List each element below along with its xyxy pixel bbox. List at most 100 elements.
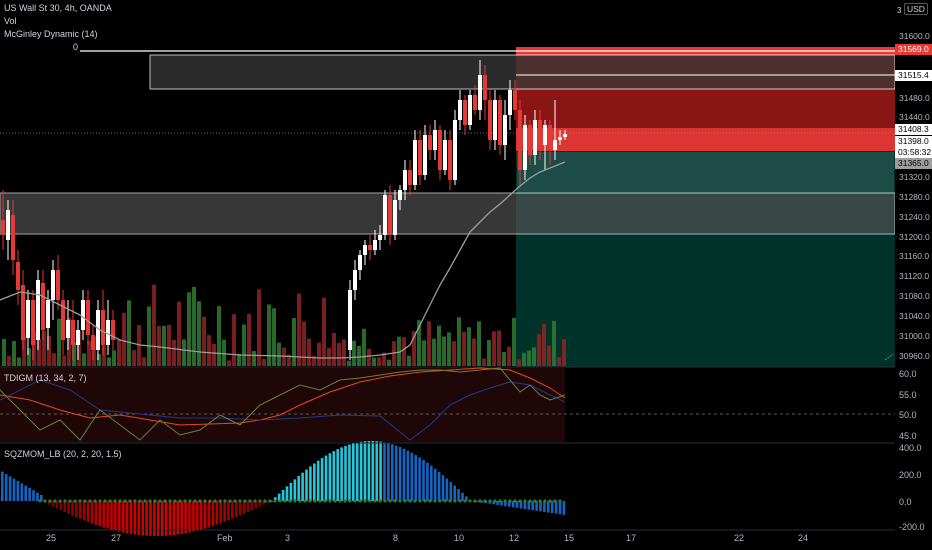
- sqz-dot: [168, 499, 172, 503]
- candle-body: [51, 270, 55, 300]
- time-label: 12: [509, 533, 520, 543]
- volume-bar: [37, 338, 41, 366]
- volume-bar: [157, 325, 161, 366]
- volume-bar: [402, 337, 406, 366]
- sqz-bar: [71, 501, 74, 516]
- sqz-bar: [110, 501, 113, 530]
- time-label: 8: [393, 533, 399, 543]
- volume-bar: [557, 357, 561, 366]
- volume-bar: [407, 355, 411, 366]
- candle-body: [498, 100, 502, 145]
- sqz-bar: [157, 501, 160, 536]
- candle-body: [478, 75, 482, 110]
- sqz-dot: [528, 499, 532, 503]
- volume-bar: [367, 348, 371, 366]
- candle-body: [543, 125, 547, 145]
- volume-bar: [12, 341, 16, 366]
- price-axis[interactable]: [895, 0, 932, 550]
- sqz-bar: [402, 448, 406, 501]
- price-tag-low: 31365.0: [895, 158, 932, 169]
- candle-body: [468, 95, 472, 125]
- sqz-dot: [448, 499, 452, 503]
- sqz-bar: [426, 462, 429, 501]
- vol-label[interactable]: Vol: [4, 16, 17, 26]
- volume-bar: [517, 359, 521, 366]
- sqz-dot: [478, 499, 482, 503]
- price-axis-label: 31200.0: [899, 232, 930, 242]
- volume-bar: [27, 348, 31, 366]
- sqz-bar: [348, 444, 351, 501]
- candle-body: [111, 320, 115, 340]
- candle-body: [458, 100, 462, 120]
- volume-bar: [17, 357, 21, 366]
- volume-bar: [57, 318, 61, 366]
- sqz-bar: [492, 501, 495, 505]
- volume-bar: [352, 340, 356, 366]
- sqzmom-title[interactable]: SQZMOM_LB (20, 2, 20, 1.5): [4, 449, 122, 459]
- volume-bar: [437, 325, 441, 366]
- candle-body: [503, 115, 507, 145]
- sqz-bar: [465, 496, 468, 501]
- volume-bar: [242, 324, 246, 366]
- volume-bar: [397, 336, 401, 366]
- sqz-dot: [263, 499, 267, 503]
- sqz-bar: [562, 501, 566, 515]
- volume-bar: [512, 317, 516, 366]
- candle-body: [46, 300, 50, 328]
- volume-bar: [297, 293, 301, 366]
- candle-body: [1, 220, 5, 235]
- sqz-dot: [408, 499, 412, 503]
- candle-body: [21, 285, 25, 340]
- sqz-bar: [391, 444, 394, 501]
- sqz-bar: [184, 501, 187, 534]
- tdigm-axis-45: 45.0: [899, 431, 917, 441]
- volume-bar: [107, 357, 111, 366]
- candle-body: [398, 190, 402, 200]
- volume-bar: [477, 321, 481, 366]
- price-tag-current: 31408.3: [895, 124, 932, 135]
- candle-body: [373, 240, 377, 250]
- sqz-bar: [227, 501, 230, 521]
- candle-body: [538, 120, 542, 145]
- sqz-dot: [118, 499, 122, 503]
- sqz-bar: [172, 501, 176, 535]
- currency-button[interactable]: USD: [904, 3, 928, 15]
- sqz-dot: [333, 499, 337, 503]
- volume-bar: [147, 306, 151, 366]
- candle-body: [11, 215, 15, 260]
- sqz-bar: [527, 501, 531, 510]
- sqz-dot: [188, 499, 192, 503]
- volume-bar: [102, 345, 106, 366]
- tdigm-green-line: [0, 367, 566, 441]
- price-axis-label: 31000.0: [899, 331, 930, 341]
- volume-bar: [442, 336, 446, 366]
- mcginley-label[interactable]: McGinley Dynamic (14): [4, 29, 98, 39]
- sqz-dot: [373, 499, 377, 503]
- volume-bar: [92, 336, 96, 366]
- sqz-bar: [153, 501, 156, 536]
- sqz-dot: [43, 499, 47, 503]
- sqz-dot: [363, 499, 367, 503]
- sqz-dot: [393, 499, 397, 503]
- volume-bar: [387, 359, 391, 366]
- currency-prefix: 3: [897, 6, 902, 15]
- sqz-dot: [183, 499, 187, 503]
- sqz-dot: [343, 499, 347, 503]
- symbol-title[interactable]: US Wall St 30, 4h, OANDA: [4, 3, 112, 13]
- candle-body: [348, 290, 352, 350]
- volume-bar: [52, 353, 56, 366]
- sqz-dot: [348, 499, 352, 503]
- sqz-bar: [102, 501, 105, 528]
- tdigm-title[interactable]: TDIGM (13, 34, 2, 7): [4, 373, 87, 383]
- candle-body: [16, 262, 20, 290]
- sqz-bar: [98, 501, 102, 527]
- sqz-bar: [67, 501, 70, 514]
- sqz-bar: [277, 493, 281, 501]
- sqz-dot: [143, 499, 147, 503]
- sqz-bar: [145, 501, 148, 536]
- sqz-bar: [164, 501, 168, 536]
- sqz-dot: [378, 499, 382, 503]
- volume-bar: [362, 328, 366, 366]
- volume-bar: [272, 308, 276, 366]
